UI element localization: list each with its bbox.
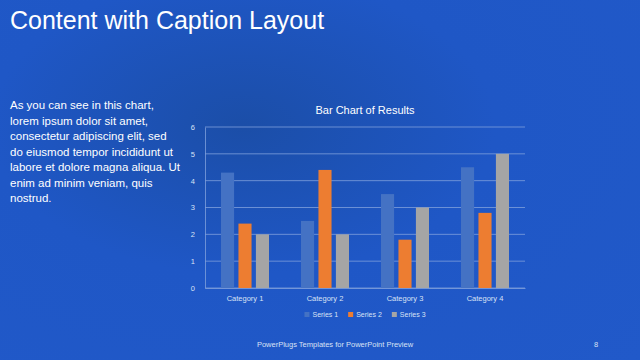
legend: Series 1 Series 2 Series 3 <box>304 311 425 318</box>
grid-line <box>205 288 525 289</box>
bar <box>461 167 474 288</box>
legend-swatch <box>304 312 309 317</box>
y-tick-label: 4 <box>191 177 195 186</box>
legend-swatch <box>392 312 397 317</box>
legend-item: Series 3 <box>392 311 426 318</box>
bar-series <box>238 170 491 288</box>
grid <box>205 127 525 288</box>
y-tick: 0 <box>191 284 205 293</box>
y-tick-label: 2 <box>191 230 195 239</box>
x-tick: Category 3 <box>387 288 424 303</box>
bars <box>221 154 509 288</box>
bar <box>381 194 394 288</box>
y-tick: 6 <box>191 123 205 132</box>
grid-line <box>205 180 525 181</box>
caption: As you can see in this chart, lorem ipsu… <box>10 98 182 207</box>
x-tick-label: Category 3 <box>387 294 424 303</box>
x-tick-label: Category 1 <box>227 294 264 303</box>
y-tick: 2 <box>191 230 205 239</box>
bar <box>221 173 234 288</box>
footer: PowerPlugs Templates for PowerPoint Prev… <box>0 340 640 349</box>
bar <box>398 240 411 288</box>
x-tick: Category 1 <box>227 288 264 303</box>
grid-line <box>205 127 525 128</box>
slide: Content with Caption Layout As you can s… <box>0 0 640 360</box>
bar-series <box>221 167 474 288</box>
y-tick-label: 0 <box>191 284 195 293</box>
bar <box>416 208 429 289</box>
y-tick-label: 3 <box>191 203 195 212</box>
legend-item: Series 2 <box>348 311 382 318</box>
y-tick-label: 1 <box>191 257 195 266</box>
bar <box>256 234 269 288</box>
bar <box>496 154 509 288</box>
grid-line <box>205 261 525 262</box>
y-axis-line <box>205 128 206 289</box>
legend-label: Series 3 <box>400 311 426 318</box>
y-tick: 1 <box>191 257 205 266</box>
grid-line <box>205 153 525 154</box>
x-tick: Category 2 <box>307 288 344 303</box>
x-tick-label: Category 4 <box>467 294 504 303</box>
legend-label: Series 1 <box>312 311 338 318</box>
x-tick-label: Category 2 <box>307 294 344 303</box>
x-tick: Category 4 <box>467 288 504 303</box>
y-tick-label: 5 <box>191 150 195 159</box>
grid-line <box>205 207 525 208</box>
bar <box>238 224 251 288</box>
bar <box>336 234 349 288</box>
x-axis: Category 1 Category 2 Category 3 Category 4 <box>206 288 526 303</box>
y-tick: 3 <box>191 203 205 212</box>
legend-label: Series 2 <box>356 311 382 318</box>
x-axis-line <box>206 288 526 289</box>
y-tick: 5 <box>191 150 205 159</box>
y-axis: 0 1 2 3 4 5 6 <box>191 123 206 293</box>
legend-item: Series 1 <box>304 311 338 318</box>
y-tick-label: 6 <box>191 123 195 132</box>
y-tick: 4 <box>191 177 205 186</box>
bar <box>318 170 331 288</box>
bar <box>478 213 491 288</box>
chart: Bar Chart of Results0123456Category 1Cat… <box>0 0 640 360</box>
bar <box>301 221 314 288</box>
chart-title: Bar Chart of Results <box>315 104 415 116</box>
grid-line <box>205 234 525 235</box>
page-number: 8 <box>594 340 598 349</box>
legend-swatch <box>348 312 353 317</box>
bar-series <box>256 154 509 288</box>
slide-title: Content with Caption Layout <box>10 6 324 35</box>
